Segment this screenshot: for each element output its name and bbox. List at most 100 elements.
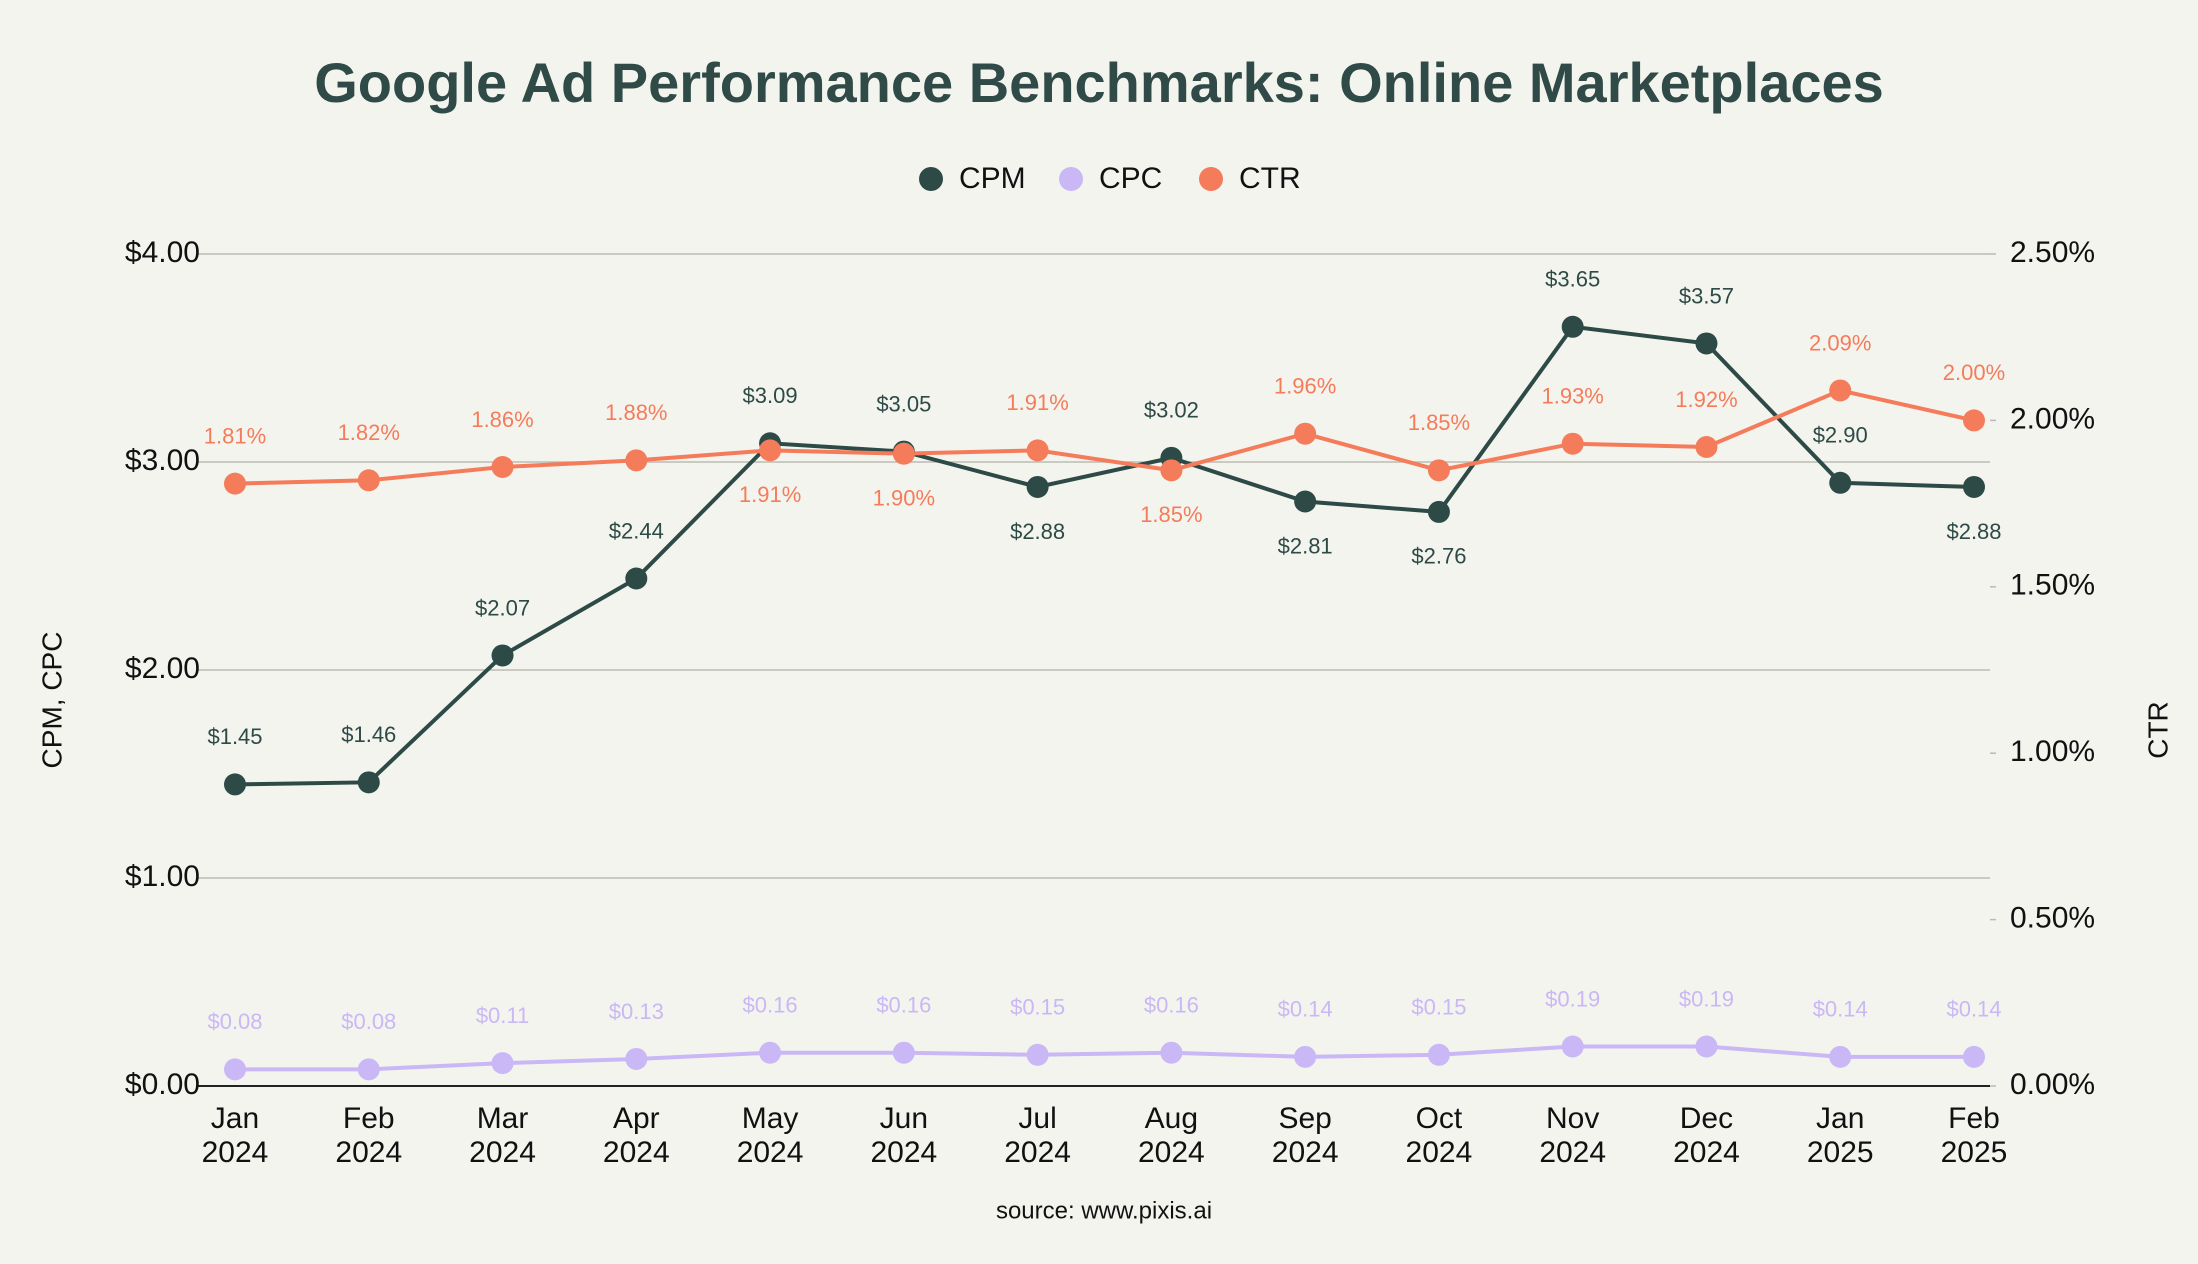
data-label: 1.82% (338, 420, 400, 445)
data-label: 1.86% (471, 407, 533, 432)
data-label: $0.08 (341, 1009, 396, 1034)
data-point (892, 442, 915, 465)
y-tick-label: $2.00 (125, 652, 200, 685)
y2-axis-title: CTR (2142, 701, 2173, 759)
data-point (625, 1047, 648, 1070)
legend-label: CTR (1239, 162, 1301, 195)
data-label: 1.92% (1675, 387, 1737, 412)
x-tick-label: May 2024 (690, 1102, 850, 1170)
data-point (1026, 475, 1049, 498)
data-label: $0.11 (476, 1003, 529, 1028)
data-label: $3.57 (1679, 283, 1734, 308)
data-point (1561, 432, 1584, 455)
data-label: $0.15 (1411, 995, 1466, 1020)
x-tick-label: Jun 2024 (824, 1102, 984, 1170)
chart-title: Google Ad Performance Benchmarks: Online… (314, 51, 1884, 114)
data-point (224, 773, 246, 796)
data-label: $2.88 (1946, 519, 2001, 544)
x-tick-text: Jan 2025 (1806, 1102, 1874, 1169)
data-point (1829, 379, 1852, 402)
x-tick-text: Mar 2024 (469, 1102, 536, 1169)
x-tick-label: Feb 2025 (1894, 1102, 2054, 1170)
data-point (1695, 1035, 1718, 1058)
data-point (1695, 436, 1718, 459)
legend-marker (1059, 167, 1083, 191)
y-tick-label: $1.00 (125, 860, 200, 893)
data-label: 1.81% (204, 423, 266, 448)
y2-tick-label: 1.00% (2010, 735, 2095, 768)
data-label: $2.44 (609, 518, 664, 543)
x-tick-label: Jan 2024 (155, 1102, 315, 1170)
data-point (1427, 500, 1450, 523)
data-point (357, 771, 380, 794)
y2-tick-label: 2.50% (2010, 236, 2095, 269)
x-tick-text: Feb 2024 (335, 1102, 403, 1169)
data-point (491, 455, 514, 478)
data-label: $2.81 (1278, 533, 1333, 558)
legend-marker (1199, 167, 1223, 191)
data-point (224, 1058, 246, 1081)
data-point (625, 449, 648, 472)
x-tick-label: Aug 2024 (1091, 1102, 1251, 1170)
data-label: 2.09% (1809, 330, 1871, 355)
series-line (234, 388, 1975, 486)
data-point (1160, 459, 1183, 482)
data-point (625, 567, 648, 590)
data-point (491, 1052, 514, 1075)
source-note: source: www.pixis.ai (996, 1197, 1212, 1224)
series-line (235, 1044, 1974, 1072)
data-label: $2.90 (1813, 423, 1868, 448)
data-label: $0.15 (1010, 995, 1065, 1020)
x-tick-label: Mar 2024 (423, 1102, 583, 1170)
data-point (759, 1041, 782, 1064)
data-label: 1.96% (1274, 374, 1336, 399)
data-point (1026, 439, 1049, 462)
data-label: $2.07 (475, 595, 530, 620)
data-point (1160, 1041, 1183, 1064)
data-label: $0.14 (1946, 997, 2001, 1022)
data-label: $3.65 (1545, 267, 1600, 292)
data-point (1829, 1045, 1852, 1068)
data-label: $2.88 (1010, 519, 1065, 544)
data-point (1695, 332, 1718, 355)
data-label: $0.13 (609, 999, 664, 1024)
legend-label: CPM (959, 162, 1026, 195)
legend-marker (919, 167, 943, 191)
data-label: $1.46 (341, 722, 396, 747)
x-tick-label: Jan 2025 (1760, 1102, 1920, 1170)
data-label: $0.08 (207, 1009, 262, 1034)
data-label: $1.45 (207, 724, 262, 749)
data-label: $0.16 (743, 993, 798, 1018)
y-tick-label: $0.00 (125, 1068, 200, 1101)
data-label: $0.14 (1278, 997, 1333, 1022)
data-label: $0.16 (876, 993, 931, 1018)
x-tick-text: Jul 2024 (1004, 1102, 1071, 1169)
x-tick-text: Apr 2024 (602, 1102, 670, 1169)
data-point (1561, 1035, 1584, 1058)
data-label: 2.00% (1943, 360, 2005, 385)
x-tick-label: Oct 2024 (1359, 1102, 1519, 1170)
data-point (357, 1058, 380, 1081)
x-tick-label: Sep 2024 (1225, 1102, 1385, 1170)
data-label: 1.93% (1541, 384, 1603, 409)
data-point (759, 439, 782, 462)
data-point (1963, 475, 1985, 498)
data-point (1561, 315, 1584, 338)
data-point (491, 644, 514, 667)
y2-tick-label: 0.50% (2010, 902, 2095, 935)
y-tick-label: $3.00 (125, 444, 200, 477)
data-label: 1.90% (873, 485, 935, 510)
y2-tick-label: 1.50% (2010, 569, 2095, 602)
x-tick-text: Nov 2024 (1539, 1102, 1607, 1169)
y2-tick-label: 0.00% (2010, 1068, 2095, 1101)
data-label: 1.85% (1140, 502, 1202, 527)
data-point (892, 1041, 915, 1064)
x-tick-text: May 2024 (736, 1102, 804, 1169)
legend-label: CPC (1099, 162, 1162, 195)
x-tick-label: Jul 2024 (958, 1102, 1118, 1170)
x-tick-text: Dec 2024 (1673, 1102, 1740, 1169)
series-line (234, 324, 1975, 787)
data-label: 1.88% (605, 400, 667, 425)
